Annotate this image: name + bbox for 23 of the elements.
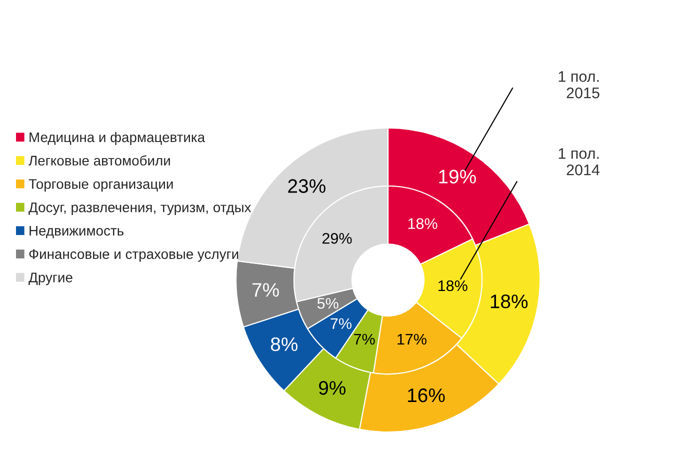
legend-label: Недвижимость [30, 226, 124, 238]
legend-label: Досуг, развлечения, туризм, отдых [28, 202, 252, 216]
legend-label: Другие [28, 272, 72, 286]
data-label: 29% [322, 232, 352, 244]
legend-label: Финансовые и страховые услуги [29, 249, 238, 262]
data-label: 7% [354, 334, 375, 345]
data-label: 5% [317, 298, 338, 309]
slice-label: 1 пол. 2015 [558, 71, 600, 98]
legend-label: Торговые организации [28, 179, 173, 192]
legend-label: Легковые автомобили [28, 155, 170, 166]
data-label: 17% [398, 334, 426, 345]
data-label: 18% [490, 294, 528, 308]
data-label: 8% [270, 337, 298, 352]
data-label: 9% [319, 381, 346, 395]
data-label: 18% [438, 280, 468, 292]
legend-label: Медицина и фармацевтика [30, 132, 206, 145]
data-label: 16% [408, 388, 445, 402]
data-label: 7% [330, 318, 352, 329]
data-label: 18% [408, 218, 438, 230]
data-label: 23% [288, 179, 326, 193]
data-label: 7% [252, 283, 279, 297]
slice-label: 1 пол. 2014 [558, 148, 600, 176]
data-label: 19% [439, 170, 476, 184]
